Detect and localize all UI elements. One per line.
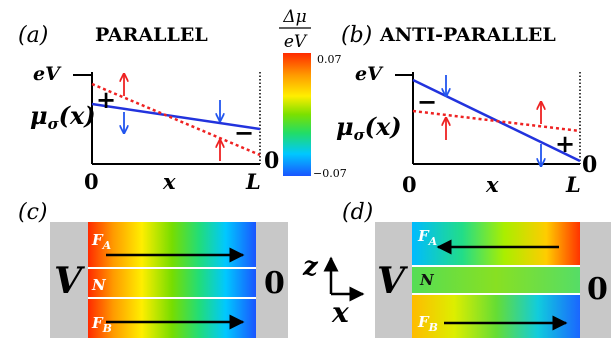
layer-FB-label-c: FB	[91, 314, 112, 335]
L-label-b: L	[565, 172, 581, 197]
mu-sigma-label-b: μσ(x)	[336, 112, 402, 144]
colorbar-denominator: eV	[284, 32, 308, 52]
panel-c: (c) V 0 FA N FB	[18, 200, 288, 338]
coordinate-axes: z x	[302, 252, 365, 329]
eV-label-b: eV	[355, 63, 384, 85]
voltage-V-c: V	[54, 260, 85, 302]
colorbar-max-label: 0.07	[317, 53, 342, 66]
mu-down-line-b	[412, 109, 581, 133]
layer-FB-label-d: FB	[417, 313, 438, 334]
mu-sigma-label-a: μσ(x)	[30, 101, 96, 133]
panel-b-title: ANTI-PARALLEL	[379, 24, 556, 46]
strip-FB-gradient-d	[412, 294, 580, 338]
x-label-b: x	[485, 172, 499, 197]
panel-c-letter: (c)	[18, 200, 48, 225]
zero-y-b: 0	[582, 152, 597, 178]
mu-down-line-a	[91, 82, 261, 157]
z-axis-label: z	[302, 252, 319, 282]
panel-b: (b) ANTI-PARALLEL eV μσ(x) − + 0 0 x L	[336, 23, 597, 197]
strip-gradient-c	[88, 222, 256, 338]
panel-d-letter: (d)	[342, 200, 373, 225]
voltage-zero-c: 0	[264, 266, 285, 301]
layer-FA-label-c: FA	[91, 231, 112, 252]
layer-N-label-c: N	[91, 276, 107, 294]
L-label-a: L	[245, 169, 261, 194]
mu-up-line-a	[91, 102, 261, 131]
layer-FA-label-d: FA	[417, 227, 438, 248]
panel-b-letter: (b)	[341, 23, 372, 48]
x-axis-label: x	[331, 296, 349, 329]
plus-sign-a: +	[96, 85, 116, 114]
colorbar-min-label: −0.07	[313, 167, 347, 180]
voltage-V-d: V	[377, 260, 408, 302]
colorbar-gradient	[283, 53, 311, 176]
panel-a: (a) PARALLEL eV μσ(x) + − 0 0 x L	[18, 23, 279, 194]
layer-N-label-d: N	[419, 271, 435, 289]
colorbar: Δμ eV 0.07 −0.07	[279, 7, 347, 180]
zero-y-a: 0	[264, 148, 279, 174]
minus-sign-a: −	[234, 118, 254, 147]
minus-sign-b: −	[417, 87, 437, 116]
plus-sign-b: +	[555, 129, 575, 158]
voltage-zero-d: 0	[587, 272, 608, 307]
colorbar-numerator: Δμ	[282, 7, 306, 27]
strip-N-gradient-d	[412, 266, 580, 294]
eV-label-a: eV	[33, 63, 62, 85]
x0-label-b: 0	[402, 172, 417, 197]
panel-a-letter: (a)	[18, 23, 48, 48]
x0-label-a: 0	[84, 169, 99, 194]
x-label-a: x	[162, 169, 176, 194]
panel-a-title: PARALLEL	[95, 24, 208, 46]
panel-d: (d) V 0 FA N FB	[342, 200, 611, 338]
